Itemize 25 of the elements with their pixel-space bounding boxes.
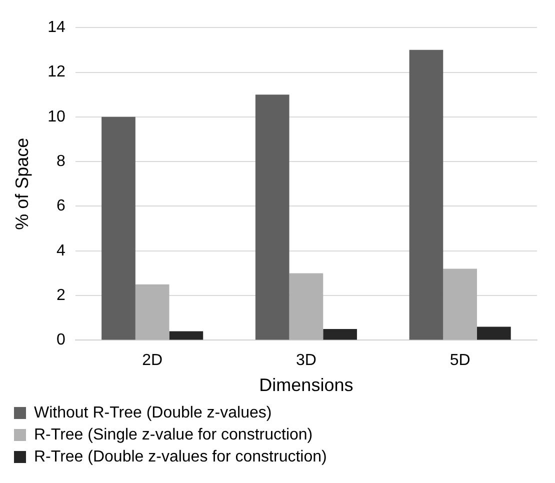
x-tick-label: 3D — [296, 352, 316, 370]
x-tick-label: 5D — [450, 352, 470, 370]
bar — [476, 326, 511, 340]
legend-label: R-Tree (Double z-values for construction) — [34, 448, 327, 466]
legend-label: Without R-Tree (Double z-values) — [34, 404, 272, 422]
y-tick-label: 14 — [48, 19, 66, 36]
x-tick-label: 2D — [142, 352, 163, 370]
x-axis-title: Dimensions — [259, 375, 354, 396]
bar — [135, 284, 170, 340]
bar — [409, 50, 444, 340]
y-tick-label: 6 — [56, 198, 66, 215]
y-tick-label: 2 — [56, 286, 66, 304]
y-tick-label: 8 — [56, 152, 66, 170]
bar — [169, 331, 204, 340]
bar — [443, 268, 477, 340]
bar — [255, 94, 290, 340]
y-tick-label: 12 — [48, 64, 66, 81]
legend-label: R-Tree (Single z-value for construction) — [34, 426, 313, 444]
bar — [102, 116, 136, 340]
bar — [323, 329, 357, 340]
y-tick-label: 4 — [56, 242, 66, 260]
y-tick-label: 10 — [48, 108, 66, 126]
y-axis-title: % of Space — [12, 138, 32, 230]
y-tick-label: 0 — [56, 332, 66, 349]
bar — [289, 273, 324, 340]
